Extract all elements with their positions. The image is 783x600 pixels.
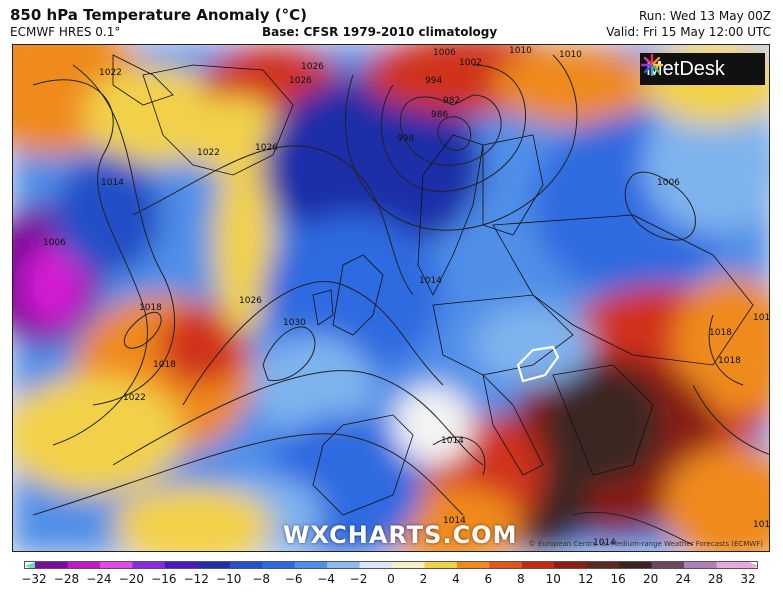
colorbar-tick-label: −10 (216, 572, 242, 586)
colorbar-tick-label: 2 (419, 572, 428, 586)
colorbar-segment (99, 562, 133, 568)
colorbar-segment (392, 562, 425, 568)
colorbar-tick-label: 8 (516, 572, 525, 586)
isobar-label: 1030 (283, 318, 306, 328)
isobar-label: 982 (443, 96, 460, 106)
colorbar-segment (262, 562, 296, 568)
colorbar-tick-labels: −32 −28 −24 −20 −16 −12 −10 −8 −6 −4 −2 0 2 4 6 8 10 12 16… (0, 572, 783, 592)
colorbar (24, 561, 758, 569)
isobar-label: 986 (431, 110, 448, 120)
isobar-labels: 1022 1014 1018 1006 1022 1026 1030 1026 … (43, 46, 770, 548)
ecmwf-copyright: © European Centre for Medium-range Weath… (528, 540, 763, 548)
colorbar-tick-label: −8 (252, 572, 271, 586)
isobar-label: 1018 (709, 328, 732, 338)
colorbar-tick-label: −2 (349, 572, 368, 586)
colorbar-segment (651, 562, 685, 568)
colorbar-tick-label: −24 (86, 572, 112, 586)
colorbar-segment (35, 562, 68, 568)
isobar-label: 1022 (197, 148, 220, 158)
colorbar-tick-label: −4 (317, 572, 335, 586)
isobar-label: 1018 (139, 303, 162, 313)
run-time-label: Run: Wed 13 May 00Z (638, 9, 771, 23)
isobar-label: 1006 (43, 238, 66, 248)
isobar-label: 1026 (239, 296, 262, 306)
colorbar-tick-label: 20 (642, 572, 659, 586)
colorbar-tick-label: 28 (707, 572, 724, 586)
colorbar-segment (619, 562, 653, 568)
isobar-label: 1010 (559, 50, 582, 60)
map-title: 850 hPa Temperature Anomaly (°C) (10, 6, 307, 24)
colorbar-segment (197, 562, 231, 568)
colorbar-tick-label: 32 (740, 572, 756, 586)
colorbar-segment (586, 562, 620, 568)
isobar-label: 1026 (301, 62, 324, 72)
isobar-label: 1022 (99, 68, 122, 78)
isobar-label: 998 (397, 134, 414, 144)
isobar-label: 1006 (657, 178, 680, 188)
isobar-label: 1010 (509, 46, 532, 56)
isobar-label: 1026 (255, 143, 278, 153)
colorbar-segment (294, 562, 328, 568)
colorbar-arrow-left (25, 562, 35, 568)
colorbar-tick-label: −6 (284, 572, 303, 586)
isobar-label: 1014 (753, 520, 770, 530)
colorbar-segment (164, 562, 198, 568)
valid-time-label: Valid: Fri 15 May 12:00 UTC (606, 25, 771, 39)
anomaly-field (13, 45, 769, 551)
colorbar-tick-label: 10 (545, 572, 561, 586)
colorbar-segment (716, 562, 750, 568)
metdesk-burst-icon (640, 53, 664, 77)
colorbar-segment (359, 562, 393, 568)
colorbar-tick-label: 6 (484, 572, 493, 586)
colorbar-segment (327, 562, 361, 568)
isobar-label: 1022 (123, 393, 146, 403)
colorbar-segment (456, 562, 490, 568)
colorbar-segment (554, 562, 588, 568)
isobar-label: 1006 (433, 48, 456, 58)
isobar-label: 1018 (153, 360, 176, 370)
metdesk-logo: MetDesk (640, 53, 765, 85)
colorbar-tick-label: 16 (610, 572, 626, 586)
colorbar-tick-label: 12 (578, 572, 594, 586)
colorbar-tick-label: −28 (53, 572, 80, 586)
isobar-label: 1018 (718, 356, 741, 366)
colorbar-tick-label: 0 (387, 572, 395, 586)
colorbar-tick-label: −12 (183, 572, 209, 586)
colorbar-segment (424, 562, 458, 568)
colorbar-tick-label: −16 (151, 572, 177, 586)
colorbar-tick-label: −20 (118, 572, 145, 586)
isobar-label: 1026 (289, 76, 312, 86)
colorbar-segment (684, 562, 718, 568)
colorbar-segment (229, 562, 263, 568)
wxcharts-watermark: WXCHARTS.COM (283, 521, 518, 549)
isobar-label: 1002 (459, 58, 482, 68)
isobar-label: 1014 (101, 178, 124, 188)
colorbar-tick-label: 4 (452, 572, 460, 586)
climatology-base-label: Base: CFSR 1979-2010 climatology (262, 25, 498, 39)
colorbar-segment (521, 562, 555, 568)
colorbar-segment (489, 562, 523, 568)
metdesk-logo-text: MetDesk (646, 57, 725, 80)
colorbar-arrow-right (749, 562, 757, 568)
isobar-label: 1014 (441, 436, 464, 446)
colorbar-segment (132, 562, 166, 568)
temperature-anomaly-map[interactable]: 1022 1014 1018 1006 1022 1026 1030 1026 … (12, 44, 770, 552)
colorbar-tick-label: −32 (21, 572, 47, 586)
highlighted-region-outline (516, 345, 560, 383)
colorbar-segment (67, 562, 101, 568)
map-canvas: 1022 1014 1018 1006 1022 1026 1030 1026 … (13, 45, 770, 551)
isobar-label: 994 (425, 76, 442, 86)
model-label: ECMWF HRES 0.1° (10, 25, 121, 39)
isobar-label: 1014 (443, 516, 466, 526)
coastlines (112, 54, 754, 516)
isobar-label: 1014 (419, 276, 442, 286)
colorbar-tick-label: 24 (675, 572, 691, 586)
isobar-label: 1018 (753, 313, 770, 323)
isobar-lines (32, 54, 769, 546)
isobar-label: 1014 (593, 538, 616, 548)
